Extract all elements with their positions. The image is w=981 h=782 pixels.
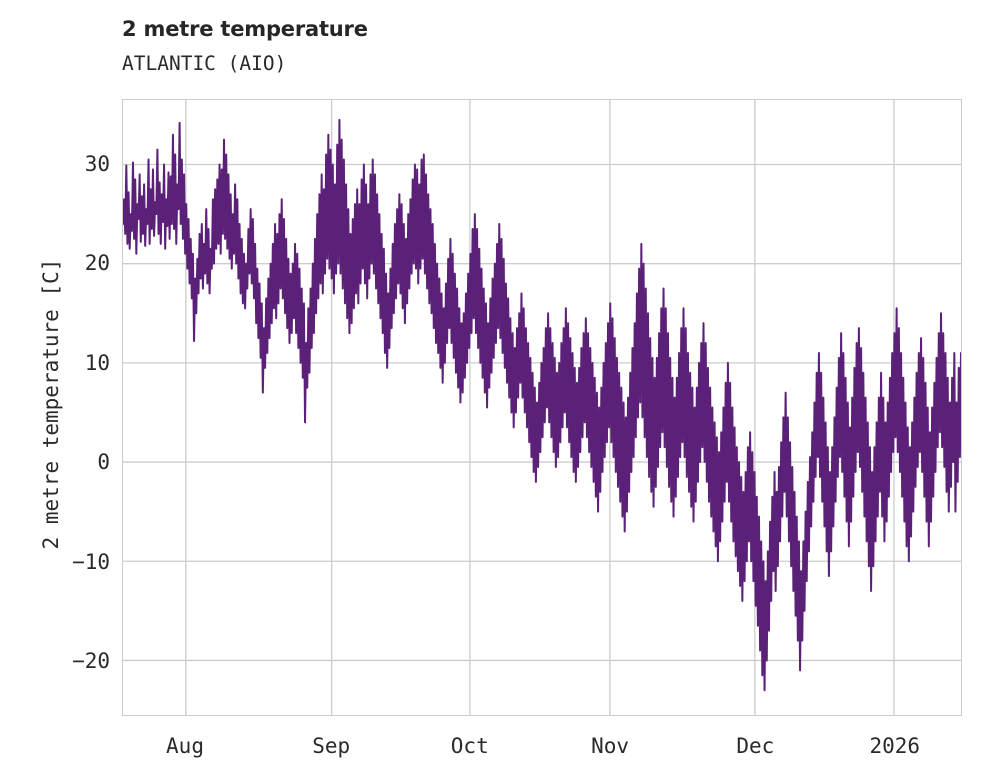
chart-title: 2 metre temperature [122, 17, 368, 41]
x-axis-tick-labels: Aug Sep Oct Nov Dec 2026 [122, 716, 962, 776]
y-tick-label: 30 [84, 151, 110, 176]
series-line [123, 118, 961, 692]
x-tick-label: Aug [166, 734, 204, 758]
x-tick-label: 2026 [869, 734, 921, 758]
y-tick-label: 10 [84, 350, 110, 375]
chart-subtitle: ATLANTIC (AIO) [122, 52, 287, 75]
y-tick-label: −20 [72, 649, 110, 674]
plot-area [122, 99, 962, 716]
x-tick-label: Nov [591, 734, 629, 758]
y-axis-tick-labels: 30 20 10 0 −10 −20 [0, 99, 110, 716]
x-tick-label: Oct [450, 734, 489, 758]
x-tick-label: Sep [312, 734, 351, 758]
y-tick-label: −10 [72, 549, 110, 574]
y-tick-label: 0 [97, 450, 110, 475]
data-series-group [123, 118, 961, 692]
x-tick-label: Dec [736, 734, 775, 758]
timeseries-plot [123, 100, 961, 715]
y-tick-label: 20 [84, 251, 110, 276]
